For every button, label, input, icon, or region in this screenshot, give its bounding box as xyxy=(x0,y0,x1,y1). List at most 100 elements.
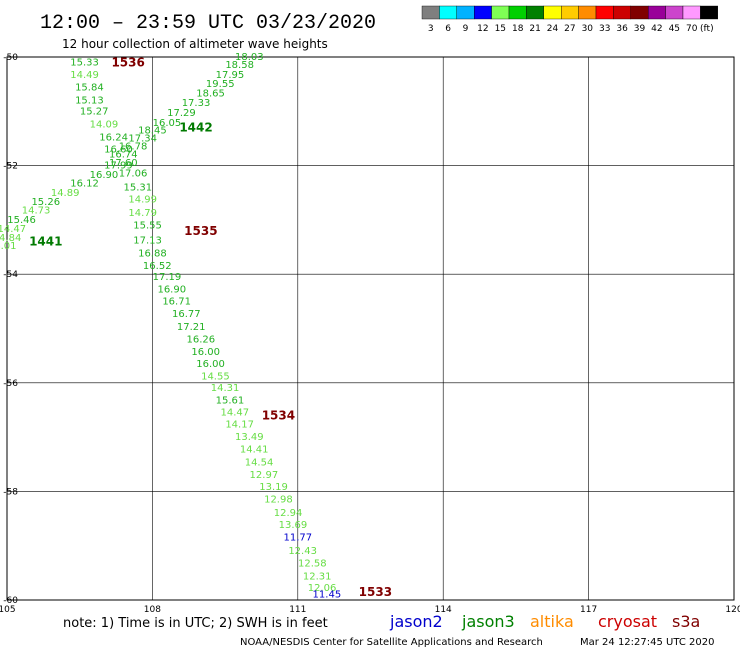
y-tick-label: -52 xyxy=(3,162,18,172)
track-label: 1441 xyxy=(29,235,62,249)
footer-credit: NOAA/NESDIS Center for Satellite Applica… xyxy=(240,637,543,648)
wave-height-value: 16.88 xyxy=(138,249,167,260)
track-label: 1534 xyxy=(262,408,295,422)
satellite-name: jason3 xyxy=(461,612,515,631)
legend-bin-label: 9 xyxy=(463,24,469,34)
wave-height-value: 14.54 xyxy=(245,458,274,469)
wave-height-value: 12.31 xyxy=(303,572,332,583)
legend-swatch xyxy=(439,5,457,20)
wave-height-value: 18.03 xyxy=(235,52,264,63)
legend-swatch xyxy=(648,5,666,20)
legend-bin-label: 15 xyxy=(495,24,506,34)
wave-height-value: 15.33 xyxy=(70,57,99,68)
legend-bin-label: 21 xyxy=(529,24,540,34)
color-scale-legend: 3 6 9 12 15 18 21 24 27 30 33 36 39 42 45 70 (ft) xyxy=(421,5,719,34)
wave-height-value: 12.43 xyxy=(288,546,317,557)
legend-bin-label: 24 xyxy=(547,24,559,34)
x-tick-label: 120 xyxy=(725,605,740,615)
wave-height-value: 14.55 xyxy=(201,371,230,382)
wave-height-value: 13.49 xyxy=(235,432,264,443)
x-tick-label: 108 xyxy=(144,605,161,615)
legend-swatch xyxy=(421,5,440,20)
satellite-name: cryosat xyxy=(598,612,657,631)
legend-bin-label: 42 xyxy=(651,24,662,34)
legend-swatch xyxy=(665,5,684,20)
wave-height-value: 16.90 xyxy=(90,170,119,181)
footer-note: note: 1) Time is in UTC; 2) SWH is in fe… xyxy=(63,616,328,631)
wave-height-value: 14.01 xyxy=(0,241,16,252)
legend-swatch xyxy=(578,5,597,20)
legend-swatch xyxy=(561,5,579,20)
legend-swatch xyxy=(456,5,475,20)
wave-height-value: 12.94 xyxy=(274,508,303,519)
wave-height-value: 16.26 xyxy=(187,334,216,345)
track-label: 1536 xyxy=(111,55,144,69)
wave-height-value: 14.99 xyxy=(128,194,157,205)
legend-bin-label: 30 xyxy=(582,24,594,34)
wave-height-value: 14.47 xyxy=(220,408,249,419)
satellite-legend: jason2 jason3 altika cryosat s3a xyxy=(389,612,700,631)
wave-height-value: 16.24 xyxy=(99,132,128,143)
legend-swatch xyxy=(682,5,701,20)
wave-height-value: 14.89 xyxy=(51,188,80,199)
wave-height-value: 15.46 xyxy=(7,215,36,226)
wave-height-value: 15.26 xyxy=(31,197,60,208)
legend-bin-label: 12 xyxy=(477,24,488,34)
wave-height-value: 15.31 xyxy=(124,182,153,193)
wave-height-value: 16.60 xyxy=(104,144,133,155)
wave-height-value: 18.58 xyxy=(225,60,254,71)
legend-unit-label: (ft) xyxy=(700,24,714,34)
legend-swatch xyxy=(543,5,562,20)
series-1535: 1535 xyxy=(184,224,217,238)
wave-height-value: 16.05 xyxy=(153,118,182,129)
legend-swatch xyxy=(630,5,649,20)
wave-height-value: 17.29 xyxy=(167,108,196,119)
wave-height-value: 18.65 xyxy=(196,88,225,99)
wave-height-value: 17.60 xyxy=(109,158,138,169)
plot-grid xyxy=(7,57,734,600)
wave-height-value: 14.17 xyxy=(225,420,254,431)
y-axis-ticks: -50 -52 -54 -56 -58 -60 xyxy=(3,53,18,606)
y-tick-label: -60 xyxy=(3,596,18,606)
legend-bin-label: 18 xyxy=(512,24,524,34)
wave-height-value: 17.95 xyxy=(216,70,245,81)
wave-height-value: 18.45 xyxy=(138,125,167,136)
x-tick-label: 117 xyxy=(580,605,597,615)
wave-height-value: 16.78 xyxy=(119,142,148,153)
legend-bin-label: 70 xyxy=(686,24,698,34)
satellite-name: altika xyxy=(530,612,574,631)
wave-height-value: 12.06 xyxy=(308,583,337,594)
legend-swatch xyxy=(700,5,719,20)
wave-height-value: 14.09 xyxy=(90,119,119,130)
y-tick-label: -58 xyxy=(3,487,18,497)
legend-bin-label: 3 xyxy=(428,24,434,34)
wave-height-value: 16.00 xyxy=(196,359,225,370)
track-label: 1442 xyxy=(179,121,212,135)
wave-height-value: 16.90 xyxy=(157,284,186,295)
x-tick-label: 105 xyxy=(0,605,16,615)
chart-title: 12:00 – 23:59 UTC 03/23/2020 xyxy=(40,12,376,35)
legend-swatch xyxy=(613,5,632,20)
wave-height-value: 15.55 xyxy=(133,220,162,231)
legend-bin-label: 39 xyxy=(634,24,646,34)
legend-bin-label: 33 xyxy=(599,24,610,34)
wave-height-value: 14.47 xyxy=(0,224,26,235)
wave-height-value: 15.13 xyxy=(75,95,104,106)
wave-height-value: 12.97 xyxy=(250,470,279,481)
legend-bin-label: 6 xyxy=(445,24,451,34)
wave-height-value: 14.73 xyxy=(22,206,51,217)
series-1441: 17.9916.9016.1214.8915.2614.7315.4614.47… xyxy=(0,161,133,252)
wave-height-value: 17.06 xyxy=(119,169,148,180)
chart-subtitle: 12 hour collection of altimeter wave hei… xyxy=(62,37,328,51)
wave-height-value: 14.41 xyxy=(240,445,269,456)
wave-height-value: 11.45 xyxy=(313,590,342,601)
legend-swatch xyxy=(595,5,614,20)
wave-height-value: 15.27 xyxy=(80,106,109,117)
legend-swatch xyxy=(508,5,527,20)
wave-height-value: 16.12 xyxy=(70,179,99,190)
legend-swatch xyxy=(526,5,545,20)
